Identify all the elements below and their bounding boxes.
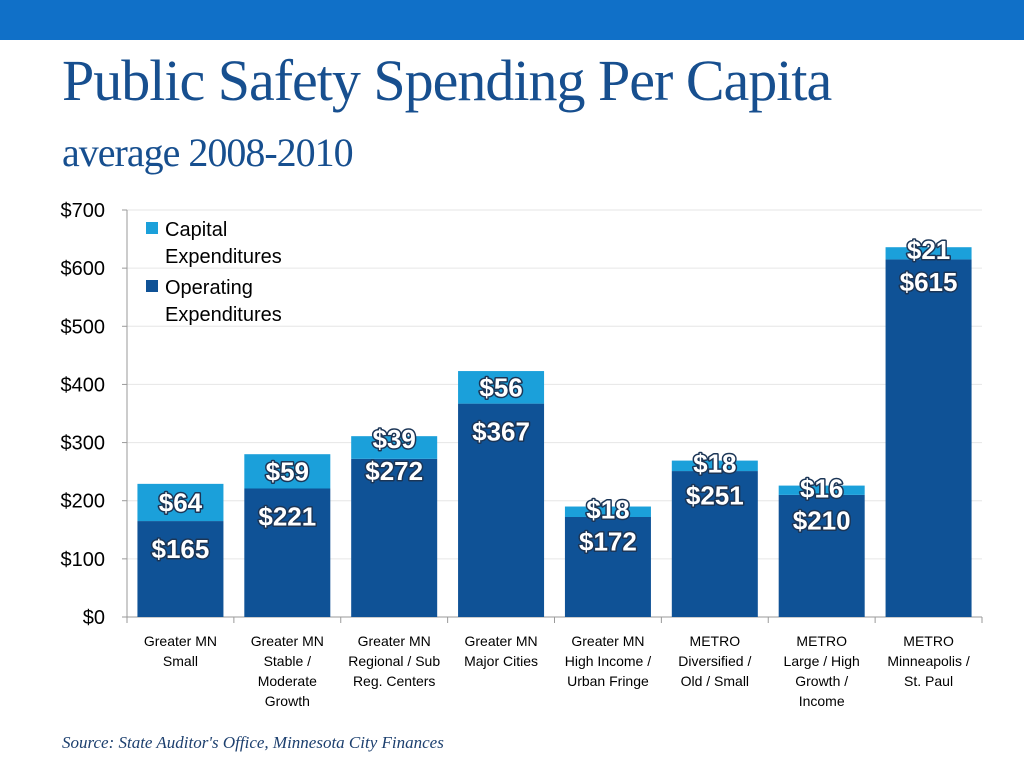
x-category-label: METRO Minneapolis / St. Paul (887, 633, 970, 689)
data-label: $64 (159, 487, 203, 517)
data-label: $56 (479, 372, 522, 402)
data-label: $18 (693, 449, 736, 479)
bar-capital (564, 506, 651, 517)
data-labels: $64$165$59$221$39$272$56$367$18$172$18$2… (150, 234, 959, 566)
bar-capital (885, 247, 972, 260)
legend-swatch (146, 280, 158, 292)
x-category-label-line: Urban Fringe (567, 673, 649, 689)
data-label: $367 (472, 417, 530, 447)
bars (137, 247, 972, 617)
legend-label: Operating Expenditures (165, 277, 282, 326)
bar-capital (351, 436, 438, 459)
data-label: $21 (907, 235, 950, 265)
x-category-label-line: Greater MN (358, 633, 431, 649)
source-note: Source: State Auditor's Office, Minnesot… (62, 733, 444, 752)
x-category-label-line: Moderate (258, 673, 317, 689)
bar-operating (671, 471, 758, 617)
x-category-label: Greater MN Small (144, 633, 217, 669)
bar-operating (778, 494, 865, 617)
bar-capital (671, 460, 758, 472)
x-category-label: Greater MN Major Cities (464, 633, 538, 669)
bar-capital (244, 454, 331, 489)
x-category-label: METRO Diversified / Old / Small (678, 633, 751, 689)
y-tick-label: $700 (61, 200, 106, 222)
data-label: $39 (372, 424, 415, 454)
data-label: $210 (793, 506, 851, 536)
top-band (0, 0, 1024, 40)
x-category-label-line: Major Cities (464, 653, 538, 669)
stacked-bar-chart: $0 $100 $200 $300 $400 $500 $600 $700 Greater MN… (61, 200, 983, 709)
bar-capital (458, 371, 545, 404)
y-tick-label: $300 (61, 433, 106, 455)
bar-operating (458, 403, 545, 617)
data-label: $615 (900, 267, 958, 297)
x-category-label-line: METRO (796, 633, 847, 649)
bar-operating (351, 458, 438, 617)
x-category-label-line: Reg. Centers (353, 673, 435, 689)
x-category-label-line: Growth (265, 693, 310, 709)
page-title: Public Safety Spending Per Capita (62, 48, 832, 113)
x-category-label-line: Large / High (784, 653, 860, 669)
page-subtitle: average 2008-2010 (62, 130, 354, 175)
x-category-label-line: Minneapolis / (887, 653, 970, 669)
bar-capital (778, 485, 865, 495)
x-category-label-line: METRO (903, 633, 954, 649)
x-category-label-line: Old / Small (681, 673, 749, 689)
legend: Capital Expenditures Operating Expenditures (146, 219, 282, 326)
x-category-label-line: Greater MN (251, 633, 324, 649)
bar-operating (564, 516, 651, 617)
data-label: $59 (266, 456, 309, 486)
axes: $0 $100 $200 $300 $400 $500 $600 $700 Greater MN… (61, 200, 983, 709)
data-label: $172 (579, 527, 637, 557)
x-category-label: Greater MN Stable / Moderate Growth (251, 633, 324, 709)
x-category-label: Greater MN High Income / Urban Fringe (565, 633, 651, 689)
x-category-label-line: Diversified / (678, 653, 751, 669)
x-category-label-line: High Income / (565, 653, 651, 669)
x-category-label-line: Regional / Sub (348, 653, 440, 669)
legend-label-line: Expenditures (165, 246, 282, 268)
bar-operating (885, 259, 972, 617)
x-category-label: METRO Large / High Growth / Income (784, 633, 860, 709)
x-category-label-line: Income (799, 693, 845, 709)
x-category-label-line: Greater MN (465, 633, 538, 649)
data-label: $165 (152, 534, 210, 564)
y-tick-label: $400 (61, 374, 106, 396)
legend-label-line: Operating (165, 277, 253, 299)
legend-label: Capital Expenditures (165, 219, 282, 268)
x-category-label-line: St. Paul (904, 673, 953, 689)
y-tick-label: $200 (61, 491, 106, 513)
x-category-label-line: Stable / (264, 653, 312, 669)
bar-operating (244, 488, 331, 617)
x-category-label: Greater MN Regional / Sub Reg. Centers (348, 633, 440, 689)
x-category-label-line: Greater MN (571, 633, 644, 649)
legend-label-line: Expenditures (165, 304, 282, 326)
data-label: $18 (586, 495, 629, 525)
x-category-label-line: Greater MN (144, 633, 217, 649)
x-category-label-line: Small (163, 653, 198, 669)
bar-operating (137, 521, 224, 617)
data-label: $221 (258, 502, 316, 532)
y-tick-label: $500 (61, 316, 106, 338)
data-label: $16 (800, 474, 843, 504)
x-category-label-line: Growth / (795, 673, 848, 689)
legend-label-line: Capital (165, 219, 227, 241)
y-tick-label: $100 (61, 549, 106, 571)
legend-swatch (146, 222, 158, 234)
bar-capital (137, 483, 224, 522)
data-label: $272 (365, 456, 423, 486)
y-tick-label: $600 (61, 258, 106, 280)
y-tick-label: $0 (83, 607, 105, 629)
x-category-label-line: METRO (690, 633, 741, 649)
data-label: $251 (686, 481, 744, 511)
